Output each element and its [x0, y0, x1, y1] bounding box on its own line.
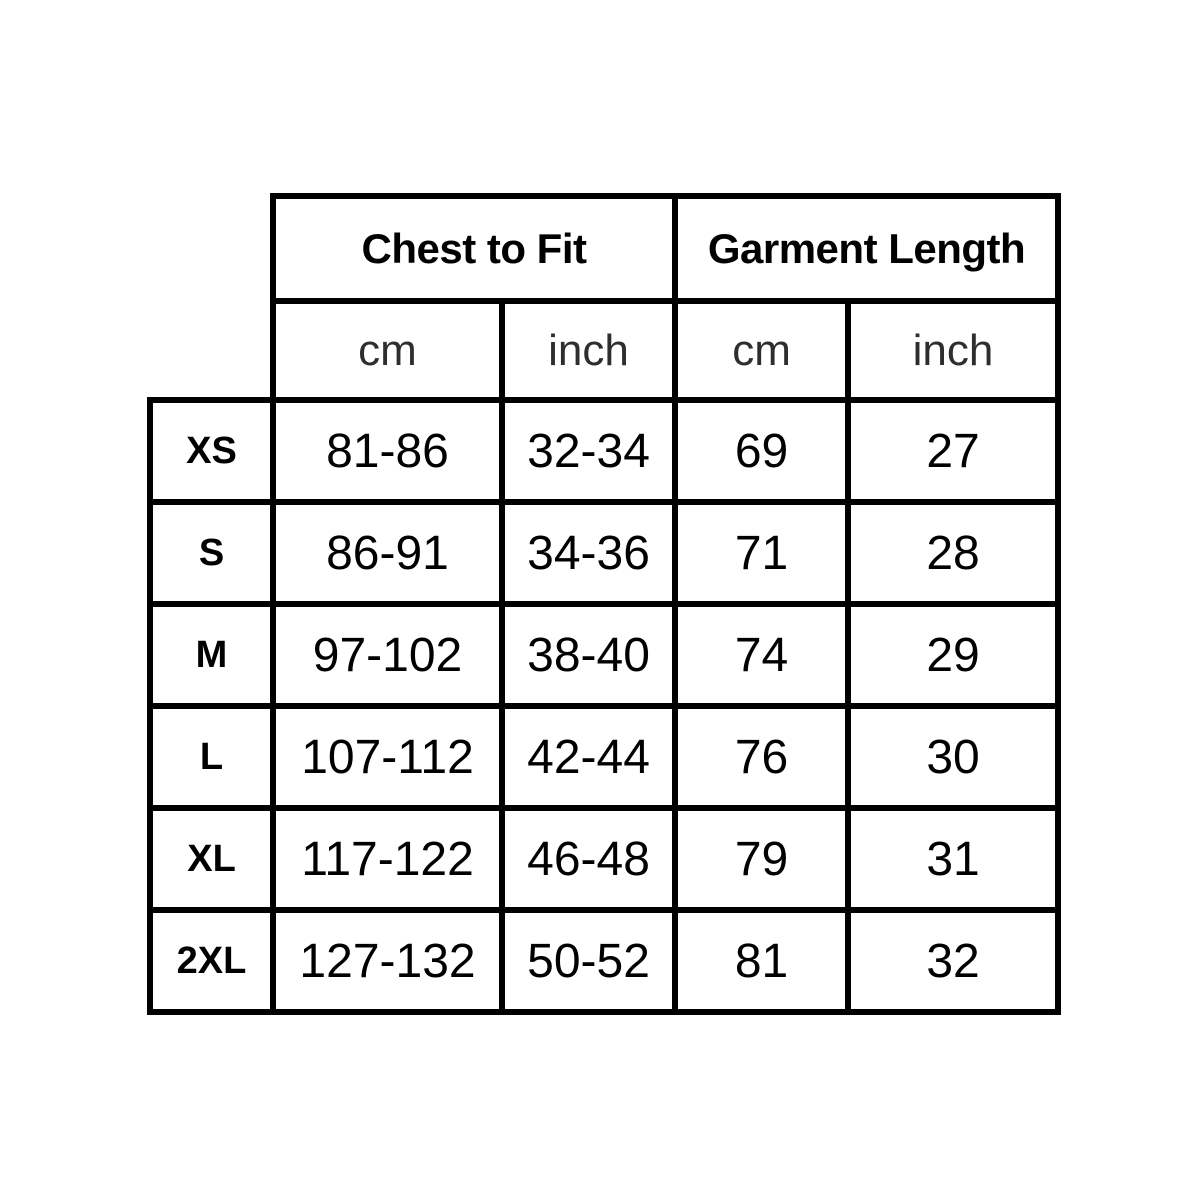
- chest-inch-value: 34-36: [498, 499, 679, 607]
- length-inch-value: 27: [845, 397, 1062, 505]
- table-row-s: S 86-91 34-36 71 28: [147, 499, 1062, 607]
- table-row-xl: XL 117-122 46-48 79 31: [147, 805, 1062, 913]
- size-label: XS: [147, 397, 276, 505]
- length-inch-value: 32: [845, 907, 1062, 1015]
- unit-header-row: cm inch cm inch: [150, 298, 1062, 403]
- unit-header-chest-cm: cm: [270, 298, 505, 403]
- chest-cm-value: 117-122: [270, 805, 505, 913]
- length-cm-value: 71: [672, 499, 852, 607]
- header-chest-to-fit: Chest to Fit: [269, 193, 679, 304]
- table-row-m: M 97-102 38-40 74 29: [147, 601, 1062, 709]
- chest-cm-value: 107-112: [270, 703, 505, 811]
- chest-cm-value: 81-86: [270, 397, 505, 505]
- table-row-l: L 107-112 42-44 76 30: [147, 703, 1062, 811]
- length-inch-value: 30: [845, 703, 1062, 811]
- unit-header-length-cm: cm: [672, 298, 852, 403]
- unit-header-chest-inch: inch: [498, 298, 679, 403]
- corner-spacer: [150, 196, 273, 400]
- group-header-row: Chest to Fit Garment Length: [150, 193, 1062, 304]
- length-inch-value: 29: [845, 601, 1062, 709]
- chest-inch-value: 50-52: [498, 907, 679, 1015]
- size-label: L: [147, 703, 276, 811]
- unit-header-length-inch: inch: [845, 298, 1062, 403]
- chest-cm-value: 97-102: [270, 601, 505, 709]
- chest-cm-value: 127-132: [270, 907, 505, 1015]
- size-label: 2XL: [147, 907, 276, 1015]
- chest-inch-value: 42-44: [498, 703, 679, 811]
- chest-inch-value: 46-48: [498, 805, 679, 913]
- length-cm-value: 74: [672, 601, 852, 709]
- table-row-xs: XS 81-86 32-34 69 27: [147, 397, 1062, 505]
- length-cm-value: 69: [672, 397, 852, 505]
- size-label: M: [147, 601, 276, 709]
- header-garment-length: Garment Length: [672, 193, 1062, 304]
- table-row-2xl: 2XL 127-132 50-52 81 32: [147, 907, 1062, 1015]
- size-label: S: [147, 499, 276, 607]
- chest-inch-value: 38-40: [498, 601, 679, 709]
- chest-cm-value: 86-91: [270, 499, 505, 607]
- length-cm-value: 81: [672, 907, 852, 1015]
- size-label: XL: [147, 805, 276, 913]
- length-inch-value: 28: [845, 499, 1062, 607]
- length-inch-value: 31: [845, 805, 1062, 913]
- length-cm-value: 76: [672, 703, 852, 811]
- length-cm-value: 79: [672, 805, 852, 913]
- size-chart-table: Chest to Fit Garment Length cm inch cm i…: [147, 193, 1062, 1015]
- chest-inch-value: 32-34: [498, 397, 679, 505]
